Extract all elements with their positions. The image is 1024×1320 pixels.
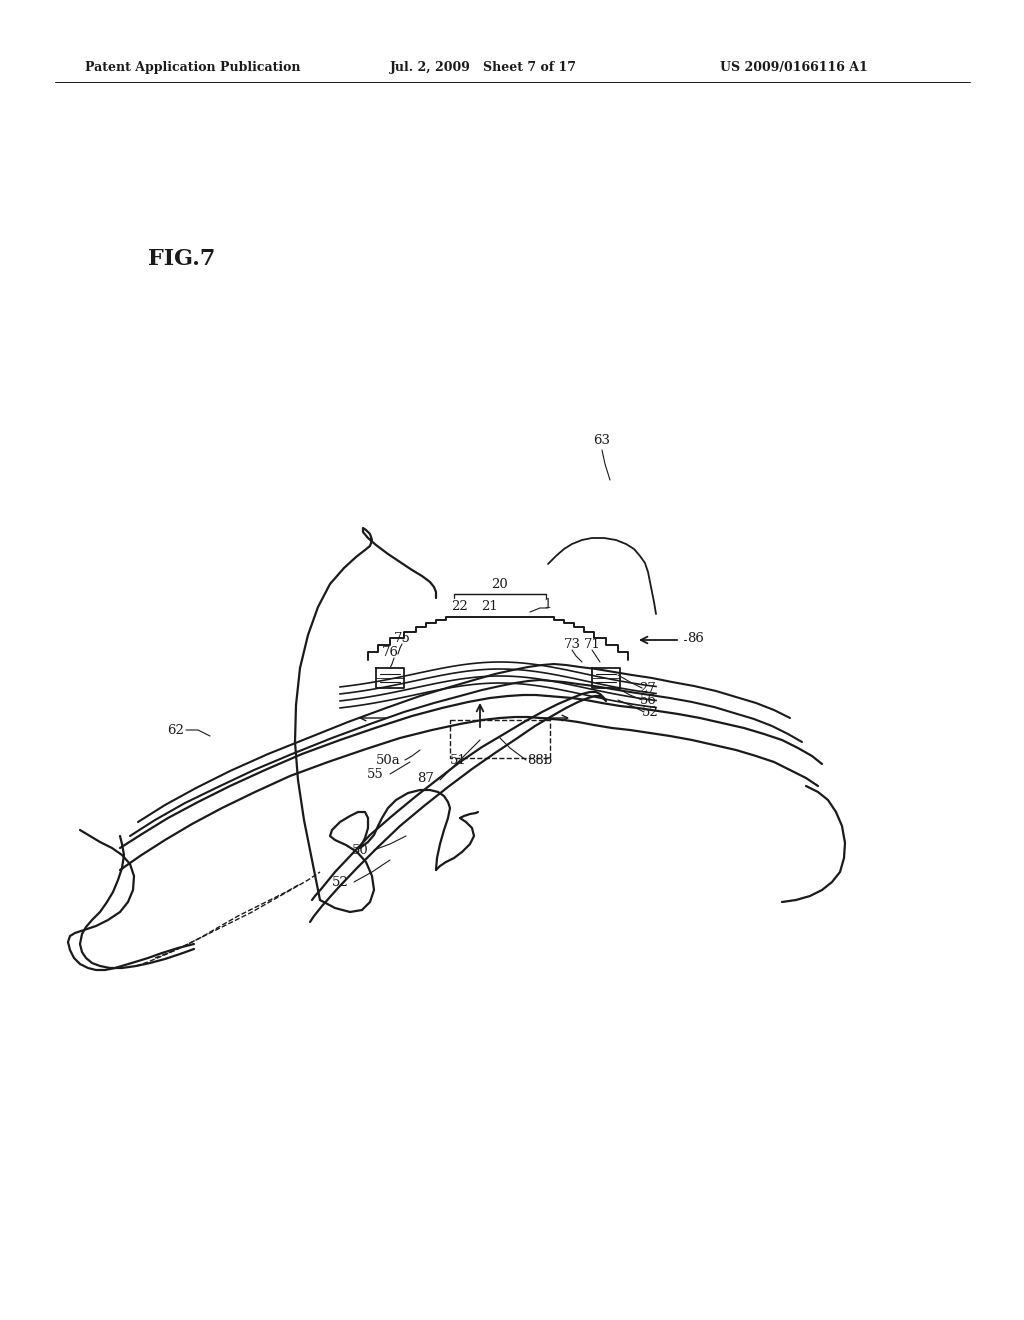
Text: FIG.7: FIG.7 xyxy=(148,248,215,271)
Text: 55: 55 xyxy=(367,767,383,780)
Text: 21: 21 xyxy=(481,599,499,612)
Text: 20: 20 xyxy=(492,578,508,590)
Text: US 2009/0166116 A1: US 2009/0166116 A1 xyxy=(720,62,867,74)
Text: Jul. 2, 2009   Sheet 7 of 17: Jul. 2, 2009 Sheet 7 of 17 xyxy=(390,62,577,74)
Text: 62: 62 xyxy=(168,723,184,737)
Text: 51: 51 xyxy=(450,754,466,767)
Text: 27: 27 xyxy=(640,681,656,694)
Text: 52: 52 xyxy=(332,875,348,888)
Text: 1: 1 xyxy=(544,598,552,610)
Text: 22: 22 xyxy=(452,599,468,612)
Text: 75: 75 xyxy=(393,631,411,644)
Text: 88b: 88b xyxy=(527,754,553,767)
Text: 87: 87 xyxy=(418,771,434,784)
Text: Patent Application Publication: Patent Application Publication xyxy=(85,62,300,74)
Text: 50a: 50a xyxy=(376,754,400,767)
Bar xyxy=(450,719,550,758)
Text: 63: 63 xyxy=(594,433,610,446)
Text: 71: 71 xyxy=(584,638,600,651)
Text: 86: 86 xyxy=(687,631,705,644)
Text: 76: 76 xyxy=(382,645,398,659)
Text: 73: 73 xyxy=(563,638,581,651)
Text: 52: 52 xyxy=(642,705,658,718)
Text: 50: 50 xyxy=(351,843,369,857)
Text: 56: 56 xyxy=(640,693,656,706)
